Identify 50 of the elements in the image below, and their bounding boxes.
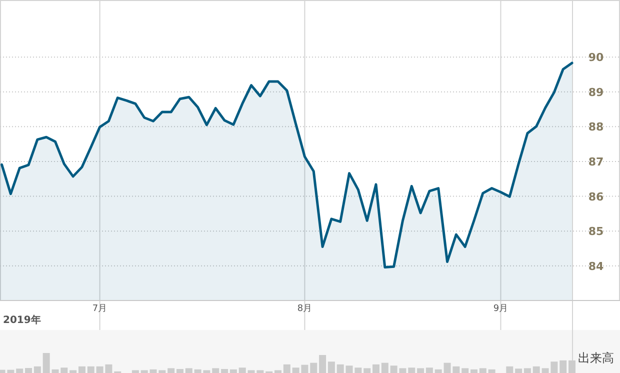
bar bbox=[60, 368, 68, 373]
bar bbox=[238, 368, 246, 373]
x-tick-label: 7月 bbox=[92, 304, 108, 314]
y-tick-label: 89 bbox=[588, 86, 604, 99]
y-axis-title: 出来高 bbox=[578, 351, 614, 365]
y-tick-label: 87 bbox=[588, 155, 604, 168]
bar bbox=[274, 370, 282, 373]
bar bbox=[470, 369, 478, 373]
bar bbox=[158, 370, 166, 373]
bar bbox=[515, 368, 522, 373]
bar bbox=[364, 368, 371, 373]
bar bbox=[372, 364, 380, 373]
bar bbox=[87, 366, 94, 373]
bar bbox=[34, 366, 41, 373]
bar bbox=[381, 362, 388, 373]
bar bbox=[70, 370, 77, 373]
bar bbox=[212, 368, 220, 373]
bar bbox=[506, 366, 514, 373]
x-tick-label: 9月 bbox=[493, 304, 508, 314]
bar bbox=[176, 369, 184, 373]
bar bbox=[328, 362, 335, 373]
bar bbox=[221, 369, 228, 373]
bar bbox=[336, 364, 344, 373]
y-tick-label: 88 bbox=[588, 120, 604, 134]
bar bbox=[417, 368, 424, 373]
bar bbox=[230, 369, 237, 373]
y-tick-label: 86 bbox=[588, 190, 604, 204]
bar bbox=[408, 368, 416, 373]
bar bbox=[488, 369, 496, 373]
bar bbox=[16, 368, 24, 373]
bar bbox=[560, 360, 567, 373]
y-tick-label: 90 bbox=[588, 51, 604, 64]
bar bbox=[426, 368, 433, 373]
bar bbox=[524, 368, 531, 373]
bar bbox=[310, 362, 318, 373]
bar bbox=[479, 368, 486, 373]
bar bbox=[532, 366, 540, 373]
y-tick-label: 84 bbox=[588, 260, 604, 273]
x-tick-label: 8月 bbox=[297, 304, 312, 314]
bar bbox=[434, 369, 442, 373]
bar bbox=[283, 364, 290, 373]
bar bbox=[462, 368, 469, 373]
bar bbox=[78, 366, 86, 373]
bar bbox=[132, 370, 139, 373]
y-tick-label: 85 bbox=[588, 225, 604, 238]
text: 2019年 bbox=[3, 314, 41, 326]
bar bbox=[168, 368, 175, 373]
bar bbox=[319, 355, 326, 373]
bar bbox=[25, 368, 32, 373]
bar bbox=[185, 368, 192, 373]
